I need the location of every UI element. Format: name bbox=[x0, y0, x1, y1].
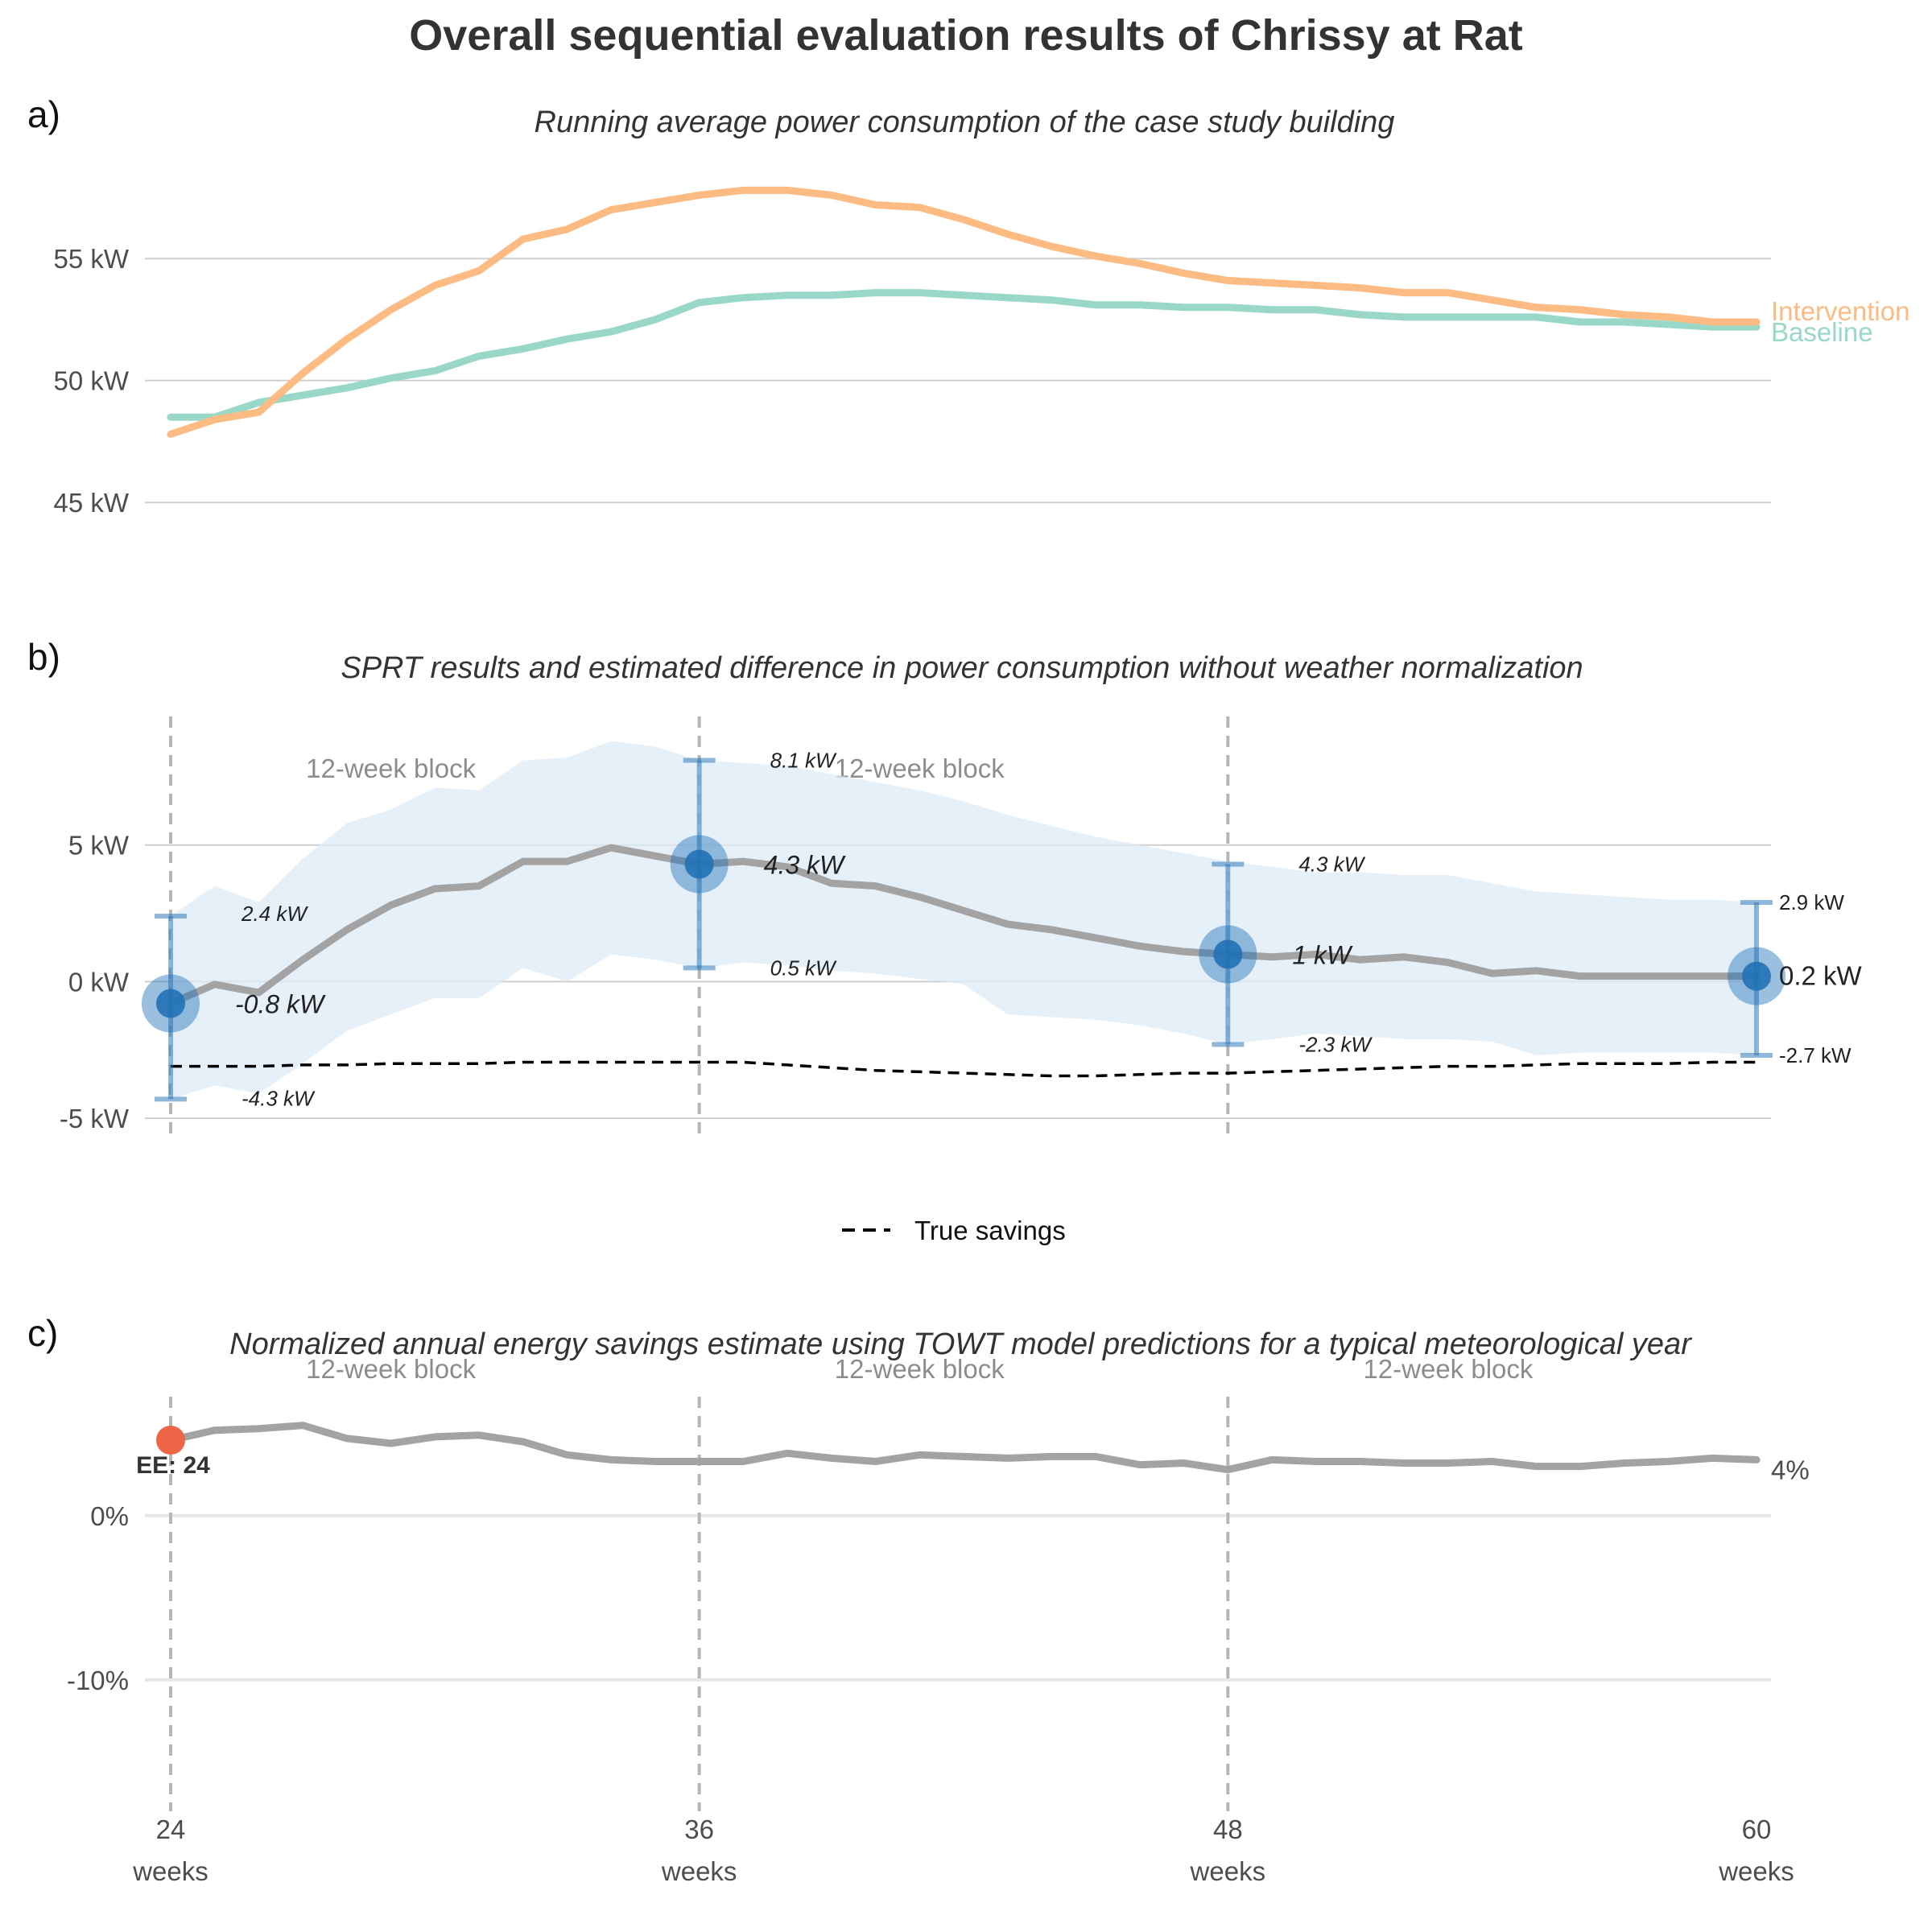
panel-c-label: c) bbox=[27, 1312, 58, 1354]
ee-label: EE: 24 bbox=[136, 1452, 210, 1479]
savings-end-label: 4% bbox=[1771, 1455, 1810, 1484]
x-tick-label: 48 bbox=[1213, 1814, 1243, 1844]
x-tick-label: 24 bbox=[156, 1814, 186, 1844]
y-tick-label: -5 kW bbox=[60, 1104, 130, 1133]
estimate-value-label: 1 kW bbox=[1292, 940, 1353, 969]
x-tick-unit: weeks bbox=[661, 1856, 737, 1886]
estimate-lower-label: -2.3 kW bbox=[1298, 1032, 1373, 1056]
savings-line bbox=[167, 1422, 1761, 1474]
panel-b-label: b) bbox=[27, 636, 60, 678]
block-label: 12-week block bbox=[306, 753, 476, 783]
panel-a-subtitle: Running average power consumption of the… bbox=[535, 105, 1395, 139]
chart-title: Overall sequential evaluation results of… bbox=[409, 11, 1522, 60]
legend: True savings bbox=[842, 1216, 1066, 1245]
y-tick-label: 50 kW bbox=[53, 366, 129, 396]
y-tick-label: 5 kW bbox=[68, 831, 130, 861]
estimate-point bbox=[1742, 961, 1771, 991]
panel-a-label: a) bbox=[27, 93, 60, 135]
estimate-lower-label: 0.5 kW bbox=[770, 956, 837, 980]
x-tick-unit: weeks bbox=[132, 1856, 208, 1886]
x-tick-unit: weeks bbox=[1718, 1856, 1794, 1886]
true-savings-line bbox=[171, 1060, 1757, 1078]
confidence-band bbox=[171, 741, 1757, 1100]
estimate-point bbox=[1213, 939, 1243, 969]
estimate-value-label: 4.3 kW bbox=[764, 850, 846, 879]
estimate-upper-label: 8.1 kW bbox=[770, 748, 837, 772]
y-tick-label: 45 kW bbox=[53, 488, 129, 518]
panel-b-plot: -5 kW 0 kW 5 kW 12-week block 12-week block -… bbox=[60, 716, 1863, 1135]
block-label: 12-week block bbox=[1363, 1354, 1533, 1384]
estimate-value-label: 0.2 kW bbox=[1779, 961, 1863, 991]
x-tick-label: 36 bbox=[684, 1814, 714, 1844]
estimate-point bbox=[156, 989, 185, 1018]
series-label-intervention: Intervention bbox=[1771, 296, 1909, 326]
estimate-value-label: -0.8 kW bbox=[235, 990, 326, 1019]
legend-true-savings-label: True savings bbox=[914, 1216, 1066, 1245]
difference-line bbox=[167, 844, 1761, 1007]
y-tick-label: 0 kW bbox=[68, 967, 130, 997]
panel-c-plot: -10% 0% 12-week block 12-week block 12-week … bbox=[67, 1354, 1810, 1886]
block-label: 12-week block bbox=[835, 753, 1005, 783]
y-tick-label: 0% bbox=[90, 1501, 129, 1531]
y-tick-label: -10% bbox=[67, 1666, 129, 1695]
estimate-upper-label: 4.3 kW bbox=[1298, 852, 1365, 876]
series-line-intervention bbox=[167, 186, 1761, 438]
block-label: 12-week block bbox=[835, 1354, 1005, 1384]
estimate-lower-label: -4.3 kW bbox=[242, 1086, 316, 1110]
estimate-upper-label: 2.9 kW bbox=[1779, 890, 1844, 914]
panel-c-subtitle: Normalized annual energy savings estimat… bbox=[229, 1327, 1692, 1361]
ee-point bbox=[156, 1425, 185, 1455]
y-tick-label: 55 kW bbox=[53, 244, 129, 274]
estimate-lower-label: -2.7 kW bbox=[1779, 1043, 1852, 1067]
x-tick-label: 60 bbox=[1742, 1814, 1772, 1844]
x-tick-unit: weeks bbox=[1190, 1856, 1266, 1886]
series-line-baseline bbox=[167, 289, 1761, 421]
estimate-upper-label: 2.4 kW bbox=[241, 902, 308, 926]
estimate-point bbox=[684, 849, 714, 879]
block-label: 12-week block bbox=[306, 1354, 476, 1384]
series-label-baseline: Baseline bbox=[1771, 317, 1873, 347]
panel-b-subtitle: SPRT results and estimated difference in… bbox=[341, 651, 1583, 685]
